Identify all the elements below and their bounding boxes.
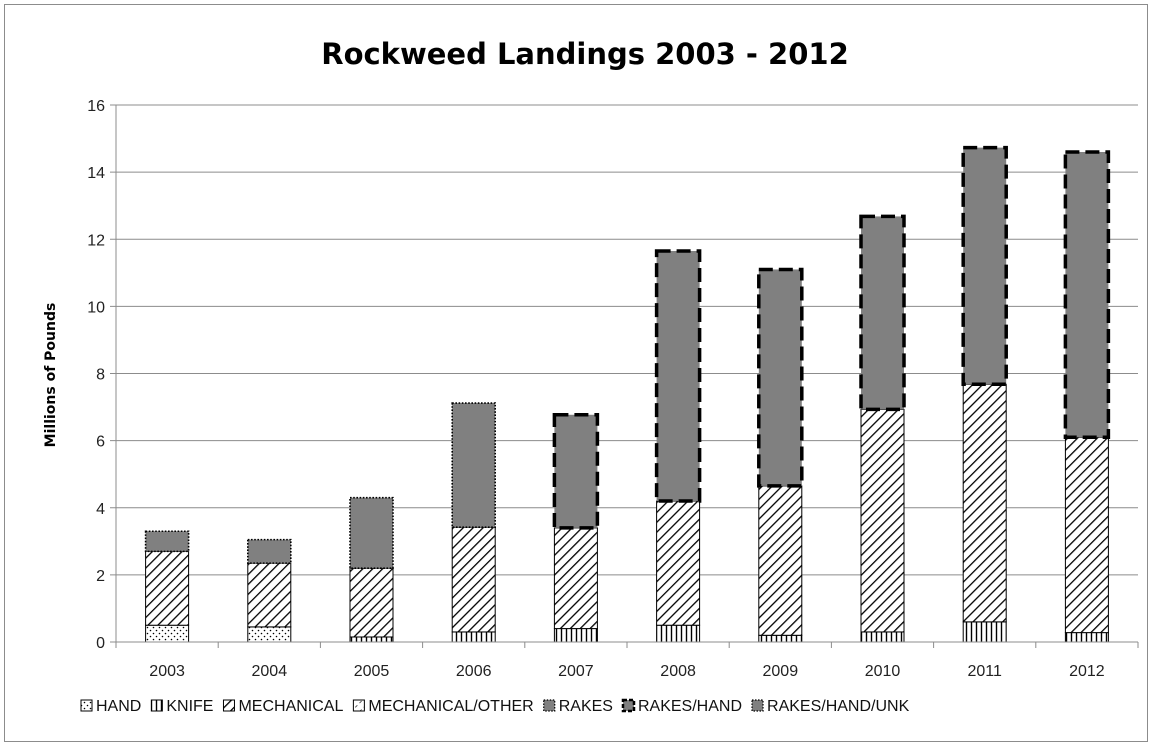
bar-2006-rakes — [452, 403, 496, 528]
bar-outline-2012-rakes-hand — [1063, 150, 1111, 440]
bar-2007-mechanical — [553, 527, 598, 630]
y-tick-label: 4 — [96, 501, 105, 518]
legend-label-hand: HAND — [96, 698, 141, 715]
bar-2012-knife — [1064, 632, 1109, 643]
bar-2010-rakes-hand — [861, 216, 904, 410]
bar-2007-knife — [553, 628, 598, 643]
legend-swatch-mechanical-other — [352, 699, 365, 712]
legend-item-hand: HAND — [80, 698, 141, 715]
legend-item-mechanical-other: MECHANICAL/OTHER — [352, 698, 534, 715]
bar-outline-2007-rakes-hand — [552, 413, 600, 530]
legend-swatch-hand — [80, 699, 93, 712]
bar-2007-rakes-hand — [554, 414, 598, 528]
bar-outline-2005-rakes — [349, 496, 394, 569]
bar-outline-2010-rakes-hand — [859, 214, 906, 412]
bar-outline-2003-rakes — [144, 530, 190, 553]
bar-2006-knife — [451, 631, 496, 643]
legend-swatch-mechanical — [222, 699, 235, 712]
y-tick-label: 12 — [87, 232, 105, 249]
bar-2008-knife — [656, 624, 701, 643]
legend-swatch-rakes — [543, 699, 556, 712]
bar-2005-mechanical — [349, 567, 394, 638]
y-axis-ticks: 0 2 4 6 8 10 12 14 16 — [87, 98, 116, 652]
x-tick-label: 2005 — [354, 663, 390, 680]
chart-title: Rockweed Landings 2003 - 2012 — [321, 37, 849, 71]
chart: Rockweed Landings 2003 - 2012 Millions o… — [43, 37, 1139, 715]
bar-2008-mechanical — [656, 500, 701, 626]
legend-label-mechanical-other: MECHANICAL/OTHER — [368, 698, 533, 715]
legend-swatch-rakes-hand-unk — [751, 699, 764, 712]
bar-2003-hand — [145, 624, 190, 643]
bar-2009-rakes-hand — [758, 269, 802, 486]
bar-2010-knife — [860, 631, 905, 643]
x-tick-label: 2012 — [1069, 663, 1105, 680]
y-tick-label: 6 — [96, 434, 105, 451]
bar-2004-rakes — [247, 539, 291, 564]
legend-swatch-knife — [150, 699, 163, 712]
y-tick-label: 10 — [87, 299, 105, 316]
legend-label-mechanical: MECHANICAL — [238, 698, 343, 715]
bar-2012-mechanical — [1064, 436, 1109, 634]
bar-outline-2011-rakes-hand — [961, 145, 1008, 386]
bar-2009-mechanical — [758, 485, 803, 636]
legend-item-rakes-hand-unk: RAKES/HAND/UNK — [751, 698, 910, 715]
bar-2011-rakes-hand — [963, 147, 1007, 385]
bar-2005-rakes — [350, 497, 393, 569]
bar-2010-mechanical — [860, 408, 905, 633]
x-tick-label: 2010 — [865, 663, 901, 680]
gridlines — [116, 104, 1138, 576]
bar-outline-2008-rakes-hand — [654, 249, 702, 503]
legend-label-rakes-hand: RAKES/HAND — [638, 698, 742, 715]
chart-frame: Rockweed Landings 2003 - 2012 Millions o… — [4, 4, 1148, 742]
y-tick-label: 8 — [96, 367, 105, 384]
bar-2008-rakes-hand — [656, 250, 700, 502]
y-tick-label: 0 — [96, 635, 105, 652]
bar-outline-2006-rakes — [451, 402, 497, 529]
y-tick-label: 16 — [87, 98, 105, 115]
y-axis-label: Millions of Pounds — [43, 303, 59, 448]
legend-item-mechanical: MECHANICAL — [222, 698, 343, 715]
legend-label-knife: KNIFE — [166, 698, 213, 715]
x-tick-label: 2009 — [763, 663, 799, 680]
bar-outline-2009-rakes-hand — [757, 267, 804, 488]
bars — [144, 145, 1111, 643]
bar-2003-rakes — [145, 531, 189, 552]
bar-2011-mechanical — [962, 383, 1007, 623]
legend-label-rakes: RAKES — [559, 698, 613, 715]
y-tick-label: 14 — [87, 165, 105, 182]
bar-2004-mechanical — [247, 562, 292, 628]
bar-2012-rakes-hand — [1065, 151, 1109, 438]
bar-outline-2004-rakes — [247, 538, 292, 564]
legend-label-rakes-hand-unk: RAKES/HAND/UNK — [767, 698, 910, 715]
x-tick-label: 2004 — [252, 663, 288, 680]
x-tick-label: 2008 — [660, 663, 696, 680]
bar-2006-mechanical — [451, 526, 496, 633]
legend-item-rakes: RAKES — [543, 698, 613, 715]
bar-2004-hand — [247, 626, 292, 643]
legend-item-knife: KNIFE — [150, 698, 213, 715]
bar-2011-knife — [962, 621, 1007, 643]
bar-2009-knife — [758, 634, 803, 643]
bar-2003-mechanical — [145, 550, 190, 626]
bar-2005-knife — [349, 636, 394, 643]
x-tick-label: 2006 — [456, 663, 492, 680]
x-tick-label: 2003 — [149, 663, 185, 680]
legend-swatch-rakes-hand — [621, 698, 636, 713]
legend-item-rakes-hand: RAKES/HAND — [621, 698, 742, 715]
x-tick-label: 2007 — [558, 663, 594, 680]
x-axis-ticks: 2003 2004 2005 2006 2007 2008 2009 2010 2011 2012 — [115, 642, 1139, 680]
y-tick-label: 2 — [96, 568, 105, 585]
x-tick-label: 2011 — [967, 663, 1002, 680]
legend: HAND KNIFE MECHANICAL MECHANICAL/OTHER RAKES… — [80, 698, 910, 715]
